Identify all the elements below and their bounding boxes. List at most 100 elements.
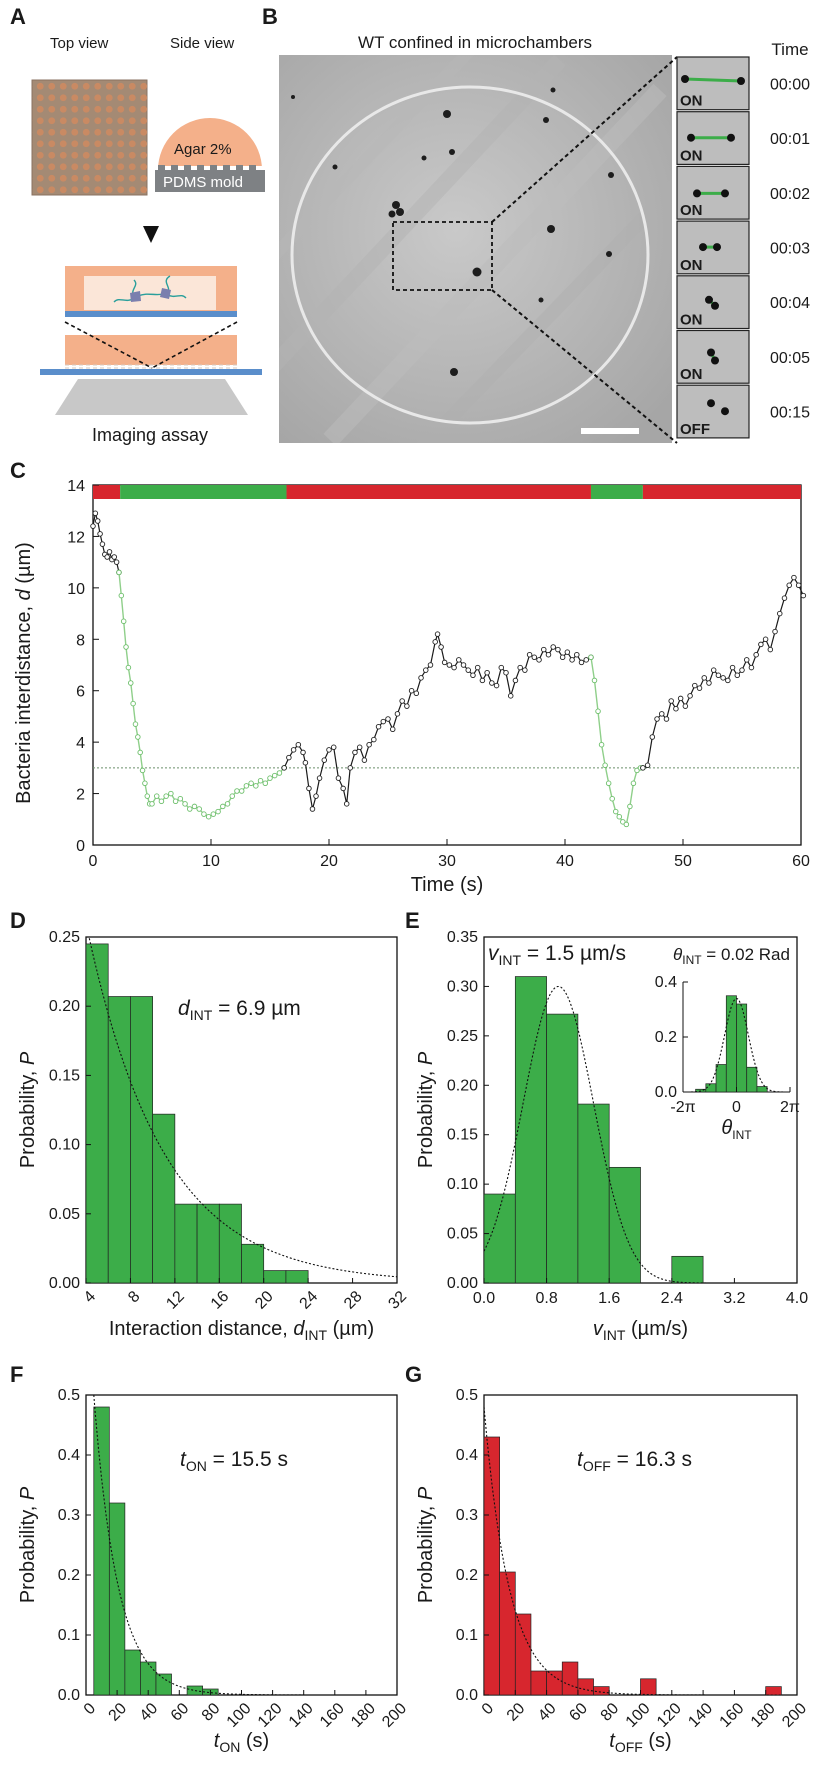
frame-time-1: 00:01 (770, 131, 810, 148)
data-point-4-8 (677, 695, 684, 702)
y-tick-label-5: 0.5 (58, 1387, 80, 1404)
data-point-1-31 (229, 793, 235, 799)
y-tick-label-3: 0.3 (456, 1507, 478, 1524)
bar-1 (499, 1571, 516, 1696)
data-point-2-55 (526, 651, 533, 658)
y-tick-label-3: 0.3 (58, 1507, 80, 1524)
y-tick-label-3: 0.15 (49, 1067, 80, 1084)
data-point-2-58 (541, 646, 547, 653)
t-on-annotation: tON = 15.5 s (180, 1448, 288, 1474)
assay-agar (65, 335, 237, 367)
agar-label: Agar 2% (174, 141, 232, 158)
state-bar-segment-1 (120, 485, 287, 499)
bar-6 (218, 1203, 242, 1284)
data-point-2-29 (408, 687, 415, 694)
data-point-2-17 (352, 749, 358, 756)
y-tick-label-5: 0.25 (447, 1028, 478, 1045)
bar-0 (93, 1406, 110, 1696)
x-tick-label-9: 180 (748, 1700, 779, 1731)
bar-10 (640, 1678, 657, 1696)
frame-state-2: ON (680, 202, 703, 219)
data-point-2-30 (413, 690, 420, 697)
bar-6 (577, 1678, 594, 1696)
imaging-assay-label: Imaging assay (92, 425, 208, 445)
y-tick-label-6: 12 (67, 529, 85, 546)
data-point-1-10 (139, 767, 146, 774)
panel-c-letter: C (10, 458, 26, 483)
chamber-wells (32, 80, 147, 195)
x-tick-label-2: 12 (163, 1288, 188, 1313)
x-axis-label-post: (µm) (327, 1318, 374, 1340)
data-point-4-6 (668, 698, 674, 704)
data-point-4-3 (654, 716, 660, 722)
data-point-0-7 (106, 549, 113, 555)
x-tick-label-5: 24 (297, 1288, 322, 1313)
data-point-1-33 (238, 788, 245, 794)
top-view-label: Top view (50, 35, 109, 52)
y-tick-label-2: 0.2 (58, 1567, 80, 1584)
frame-time-5: 00:05 (770, 350, 810, 367)
x-axis-label: vINT (µm/s) (593, 1318, 688, 1343)
y-tick-label-1: 0.05 (447, 1226, 478, 1243)
panel-c: C 0 10 20 30 40 50 60 0 2 4 6 8 10 12 14 Time (s) Bacter… (10, 458, 810, 896)
data-point-2-21 (371, 736, 377, 743)
y-axis-label-pre: Probability, (17, 1065, 39, 1168)
x-tick-label-0: 0.0 (473, 1290, 495, 1307)
x-axis-label: tON (s) (214, 1730, 269, 1755)
data-point-0-0 (90, 523, 96, 529)
frame-bacterium-a-1 (687, 133, 695, 142)
data-point-1-37 (257, 777, 264, 784)
y-tick-label-0: 0.00 (49, 1275, 80, 1292)
y-axis-label-pre: Probability, (415, 1065, 437, 1168)
data-point-1-28 (215, 808, 221, 815)
x-tick-label-7: 32 (385, 1288, 410, 1313)
x-axis-label-sub: OFF (615, 1739, 643, 1755)
data-point-2-37 (441, 659, 448, 666)
data-point-2-16 (347, 765, 353, 771)
data-point-2-56 (531, 654, 538, 661)
frame-state-1: ON (680, 147, 703, 164)
data-point-2-57 (536, 657, 542, 663)
bar-6 (186, 1685, 203, 1696)
bar-5 (196, 1203, 220, 1284)
zoom-line-top (491, 56, 678, 223)
frame-strip: ON 00:00 ON 00:01 ON 00:02 ON 00:03 ON 00:04 ON 00:… (676, 56, 810, 439)
data-point-4-1 (644, 762, 651, 769)
data-point-2-9 (316, 775, 323, 781)
data-point-2-46 (484, 669, 490, 676)
data-point-1-11 (142, 780, 148, 787)
x-tick-label-4: 3.2 (723, 1290, 745, 1307)
data-point-4-24 (753, 651, 759, 658)
data-point-2-48 (493, 682, 500, 689)
data-point-1-14 (149, 801, 155, 807)
data-point-2-36 (438, 644, 444, 650)
x-tick-label-6: 120 (255, 1700, 286, 1731)
x-tick-label-3: 60 (566, 1700, 591, 1725)
data-point-2-24 (385, 716, 391, 722)
y-tick-label-2: 0.4 (655, 974, 677, 991)
x-axis-label-post: (s) (643, 1730, 672, 1752)
y-axis-label-post: (µm) (13, 542, 35, 589)
panel-b-letter: B (262, 4, 278, 29)
frame-6 (676, 384, 750, 439)
frame-0 (676, 56, 750, 111)
data-point-4-29 (777, 610, 783, 617)
data-point-2-28 (404, 703, 410, 709)
data-point-2-61 (555, 646, 561, 653)
x-tick-label-8: 160 (717, 1700, 748, 1731)
data-point-4-15 (710, 667, 717, 673)
data-point-0-2 (94, 518, 101, 524)
data-point-2-11 (326, 747, 332, 753)
fit-curve (683, 997, 790, 1093)
y-tick-label-5: 10 (67, 581, 85, 598)
y-tick-label-1: 0.1 (58, 1627, 80, 1644)
x-axis-label-sym: v (593, 1318, 604, 1340)
panel-e-letter: E (405, 908, 420, 933)
data-point-3-9 (620, 819, 626, 825)
data-point-3-11 (627, 803, 633, 810)
x-axis-label: θINT (721, 1117, 752, 1142)
x-tick-label-3: 60 (168, 1700, 193, 1725)
data-point-3-12 (630, 780, 637, 787)
frame-link-0 (684, 77, 742, 83)
